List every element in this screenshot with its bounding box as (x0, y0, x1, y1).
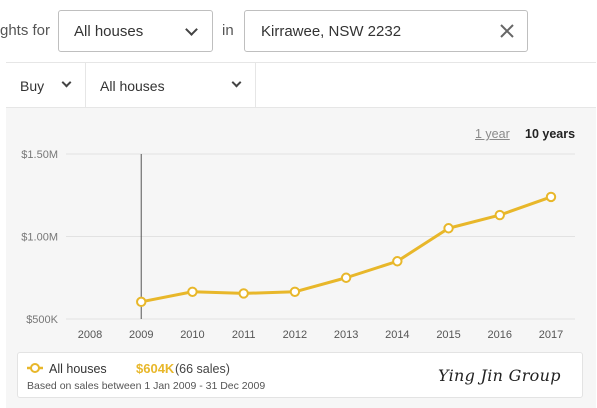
filter-bar: Buy All houses (6, 62, 596, 108)
x-tick-label: 2014 (385, 329, 409, 341)
close-icon[interactable] (499, 23, 515, 39)
legend-series-label: All houses (49, 362, 107, 376)
watermark-text: Ying Jin Group (438, 366, 561, 385)
data-point (187, 286, 198, 297)
y-tick-label: $500K (26, 314, 58, 326)
data-point (136, 296, 147, 308)
buy-dropdown-label: Buy (20, 78, 45, 94)
x-tick-label: 2012 (283, 329, 307, 341)
x-tick-label: 2015 (436, 329, 460, 341)
chevron-down-icon (231, 77, 242, 88)
range-1-year-link[interactable]: 1 year (475, 127, 510, 141)
data-point (392, 256, 403, 267)
x-tick-label: 2010 (180, 329, 204, 341)
legend-sales-count: (66 sales) (175, 362, 230, 376)
data-point (494, 209, 505, 221)
x-tick-label: 2008 (78, 329, 102, 341)
location-value: Kirrawee, NSW 2232 (261, 23, 402, 40)
data-point (340, 272, 352, 283)
property-type-value: All houses (74, 23, 144, 40)
search-prefix-label: ghts for (0, 22, 51, 39)
range-10-years-link[interactable]: 10 years (525, 127, 576, 141)
y-tick-label: $1.50M (21, 149, 58, 161)
x-tick-label: 2013 (334, 329, 358, 341)
chevron-down-icon (61, 77, 72, 88)
data-point (443, 223, 454, 234)
x-tick-label: 2016 (488, 329, 512, 341)
legend-card: All houses $604K (66 sales) Based on sal… (17, 352, 583, 398)
legend-note: Based on sales between 1 Jan 2009 - 31 D… (27, 380, 266, 392)
buy-dropdown[interactable]: Buy (6, 63, 86, 107)
data-point (289, 286, 301, 297)
house-type-dropdown[interactable]: All houses (86, 63, 256, 107)
data-point (238, 288, 249, 299)
house-type-dropdown-label: All houses (100, 78, 165, 94)
x-tick-label: 2017 (539, 329, 563, 341)
series-line-all-houses (140, 195, 552, 304)
chevron-down-icon (185, 23, 198, 36)
price-chart: $500K $1.00M $1.50M 2008 2009 2010 2011 2012 201… (21, 149, 575, 341)
x-tick-label: 2011 (232, 329, 256, 341)
x-tick-label: 2009 (129, 329, 153, 341)
in-label: in (222, 22, 234, 39)
series-marker-icon (27, 363, 43, 373)
location-input[interactable]: Kirrawee, NSW 2232 (244, 10, 528, 52)
data-point (545, 191, 557, 203)
legend-price: $604K (136, 361, 175, 376)
y-tick-label: $1.00M (21, 232, 58, 244)
property-type-select[interactable]: All houses (58, 10, 213, 52)
